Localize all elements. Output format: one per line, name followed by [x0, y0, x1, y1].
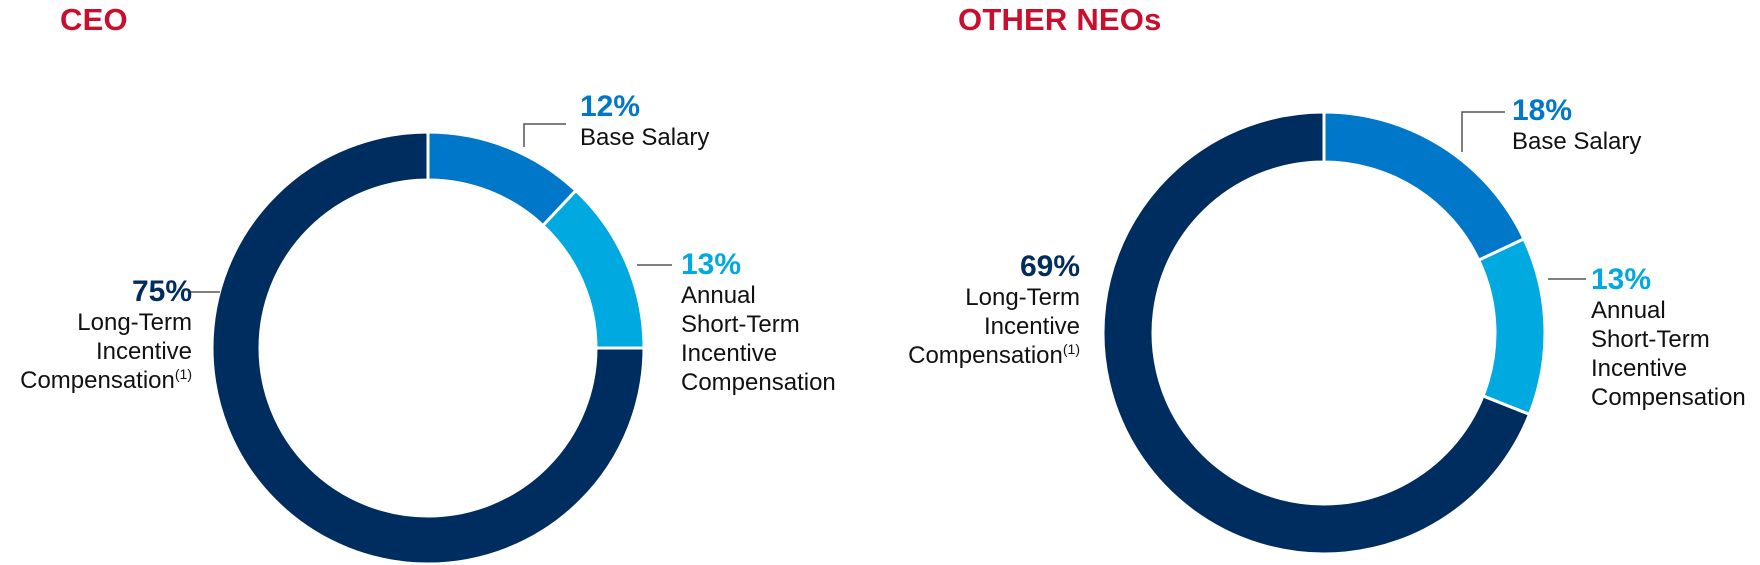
neo-ltip-pct: 69% — [1019, 250, 1080, 283]
ceo-ltip-line-3: Compensation(1) — [20, 366, 192, 395]
ceo-annual-line-2: Short-Term — [681, 311, 800, 338]
ceo-slice-base-salary — [426, 130, 578, 228]
neo-chart-title: OTHER NEOs — [958, 2, 1162, 37]
ceo-label-base-salary: 12% Base Salary — [580, 91, 709, 152]
neo-ltip-line-2: Incentive — [983, 313, 1080, 340]
neo-slice-ltip — [1101, 110, 1532, 556]
ceo-slice-ltip — [210, 130, 646, 565]
neo-base-salary-pct: 18% — [1512, 94, 1573, 127]
ceo-annual-line-1: Annual — [681, 282, 756, 309]
neo-ltip-line-3-text: Compensation — [908, 342, 1063, 369]
neo-annual-line-1: Annual — [1591, 297, 1666, 324]
ceo-ltip-pct: 75% — [131, 275, 192, 308]
ceo-label-annual: 13% Annual Short-Term Incentive Compensa… — [681, 249, 836, 397]
ceo-slice-annual-sti — [540, 188, 646, 350]
neo-ltip-line-3: Compensation(1) — [908, 341, 1080, 370]
ceo-annual-pct: 13% — [681, 248, 742, 281]
neo-slice-annual-sti — [1476, 236, 1547, 417]
ceo-label-ltip: 75% Long-Term Incentive Compensation(1) — [20, 276, 192, 395]
ceo-base-salary-leader — [523, 123, 566, 147]
ceo-chart-title: CEO — [60, 2, 128, 37]
ceo-base-salary-text: Base Salary — [580, 124, 710, 151]
neo-ltip-footnote: (1) — [1062, 341, 1080, 357]
ceo-donut — [210, 130, 646, 565]
neo-annual-line-3: Incentive — [1591, 355, 1688, 382]
neo-label-annual: 13% Annual Short-Term Incentive Compensa… — [1591, 264, 1746, 412]
neo-donut — [1101, 110, 1547, 556]
neo-slice-base-salary — [1322, 110, 1526, 263]
neo-annual-pct: 13% — [1591, 263, 1652, 296]
ceo-annual-line-3: Incentive — [681, 340, 778, 367]
neo-base-salary-text: Base Salary — [1512, 128, 1642, 155]
neo-base-salary-leader — [1461, 111, 1505, 152]
neo-annual-line-2: Short-Term — [1591, 326, 1710, 353]
neo-label-ltip: 69% Long-Term Incentive Compensation(1) — [908, 251, 1080, 370]
neo-label-base-salary: 18% Base Salary — [1512, 95, 1641, 156]
ceo-annual-line-4: Compensation — [681, 369, 836, 396]
neo-annual-line-4: Compensation — [1591, 384, 1746, 411]
ceo-ltip-footnote: (1) — [174, 366, 192, 382]
ceo-ltip-line-2: Incentive — [95, 338, 192, 365]
neo-ltip-line-1: Long-Term — [965, 284, 1080, 311]
ceo-ltip-line-1: Long-Term — [77, 309, 192, 336]
ceo-ltip-line-3-text: Compensation — [20, 367, 175, 394]
ceo-base-salary-pct: 12% — [580, 90, 641, 123]
